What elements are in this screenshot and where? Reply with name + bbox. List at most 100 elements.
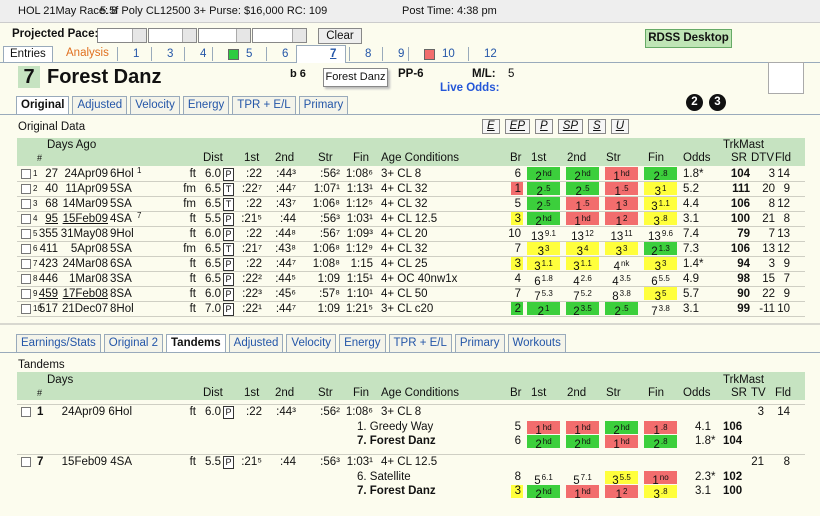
lower-tab[interactable]: TPR + E/L	[388, 334, 452, 352]
break-position: 3	[514, 485, 521, 497]
pace-dropdown[interactable]	[252, 28, 307, 43]
view-tab[interactable]: Adjusted	[72, 96, 128, 114]
row-checkbox[interactable]	[21, 213, 31, 224]
running-position: 1hd	[566, 212, 599, 228]
entry-number-tab[interactable]: 5	[246, 48, 253, 60]
running-position: 1hd	[566, 420, 599, 437]
speed-rating: 79	[737, 227, 750, 240]
lower-tab[interactable]: Original 2	[103, 334, 164, 352]
row-checkbox[interactable]	[21, 457, 31, 467]
view-tab[interactable]: Energy	[182, 96, 230, 114]
view-tab[interactable]: Primary	[298, 96, 349, 114]
entry-flag	[228, 49, 239, 60]
lower-tab[interactable]: Primary	[454, 334, 505, 352]
entry-number-tab[interactable]: 3	[167, 48, 174, 60]
track-condition: ft	[189, 212, 196, 225]
running-position: 1.5	[566, 197, 599, 213]
filter-button[interactable]: E	[482, 119, 500, 134]
clear-button[interactable]: Clear	[318, 28, 362, 44]
lengths: 12	[584, 229, 594, 238]
lower-tab[interactable]: Tandems	[166, 334, 226, 352]
entry-number-tab[interactable]: 7	[330, 48, 337, 60]
tab-line	[0, 352, 820, 353]
lengths: 5.5	[619, 472, 631, 482]
entry-number-tab[interactable]: 1	[133, 48, 140, 60]
fraction-2nd: :44⁷	[275, 182, 296, 195]
lower-tab[interactable]: Energy	[339, 334, 386, 352]
entry-number-tab[interactable]: 6	[282, 48, 289, 60]
analysis-tab[interactable]: Analysis	[66, 47, 109, 59]
track: 5SA	[110, 242, 132, 255]
row-checkbox[interactable]	[21, 228, 31, 239]
row-number: 6	[33, 243, 38, 253]
rdss-button[interactable]: RDSS Desktop	[645, 29, 732, 48]
position: 2	[653, 171, 660, 183]
position: 1	[574, 424, 581, 437]
final-time: 1:12⁵	[345, 197, 373, 210]
row-checkbox[interactable]	[21, 198, 31, 209]
fraction-str: :56³	[320, 212, 340, 225]
running-position: 139.1	[527, 227, 560, 243]
running-position: 56.1	[527, 471, 560, 487]
running-position: 2hd	[527, 434, 560, 451]
track: 8SA	[110, 287, 132, 300]
age-conditions: 4+ OC 40nw1x	[381, 272, 458, 285]
row-checkbox[interactable]	[21, 273, 31, 284]
row-checkbox[interactable]	[21, 407, 31, 417]
row-checkbox[interactable]	[21, 243, 31, 254]
race-info: 5.5f Poly CL12500 3+ Purse: $16,000 RC: …	[100, 5, 328, 17]
field-size: 9	[783, 287, 790, 300]
lengths: .8	[660, 214, 668, 223]
lengths: 5.3	[541, 289, 553, 298]
badge[interactable]: 3	[709, 94, 726, 111]
lengths: hd	[620, 422, 630, 432]
pace-dropdown[interactable]	[148, 28, 197, 43]
position: 2	[575, 186, 582, 198]
age-conditions: 4+ CL 32	[381, 182, 428, 195]
pace-dropdown[interactable]	[198, 28, 251, 43]
lower-tab[interactable]: Velocity	[286, 334, 337, 352]
lower-tab[interactable]: Workouts	[507, 334, 566, 352]
position: 3	[615, 246, 622, 258]
speed-rating: 90	[737, 287, 750, 300]
fraction-1st: :22¹	[242, 302, 262, 315]
entry-number-tab[interactable]: 10	[442, 48, 455, 60]
view-tab[interactable]: Velocity	[130, 96, 180, 114]
column-header: SR	[731, 152, 747, 164]
break-position: 3	[514, 212, 521, 225]
race-date: 24Apr09	[64, 167, 108, 180]
track-condition: fm	[183, 197, 196, 210]
entry-number-tab[interactable]: 12	[484, 48, 497, 60]
running-position: 21.3	[644, 242, 677, 258]
view-tab[interactable]: Original	[16, 96, 70, 114]
lower-tab[interactable]: Adjusted	[228, 334, 284, 352]
entry-number-tab[interactable]: 4	[200, 48, 207, 60]
running-position: 1311	[605, 227, 638, 243]
filter-button[interactable]: P	[535, 119, 553, 134]
race-date: 14Mar09	[62, 197, 108, 210]
filter-button[interactable]: U	[610, 119, 630, 134]
lengths: 11	[624, 229, 633, 238]
filter-button[interactable]: S	[588, 119, 606, 134]
speed-rating: 100	[730, 212, 750, 225]
row-checkbox[interactable]	[21, 258, 31, 269]
column-header: Dist	[203, 387, 223, 399]
entries-tab[interactable]: Entries	[3, 46, 53, 62]
filter-button[interactable]: SP	[557, 119, 584, 134]
row-checkbox[interactable]	[21, 183, 31, 194]
row-checkbox[interactable]	[21, 288, 31, 299]
final-time: 1:03¹	[346, 456, 373, 468]
row-checkbox[interactable]	[21, 303, 31, 314]
surface: P	[223, 257, 234, 271]
view-tab[interactable]: TPR + E/L	[232, 96, 296, 114]
filter-button[interactable]: EP	[504, 119, 531, 134]
lower-tab[interactable]: Earnings/Stats	[16, 334, 101, 352]
badge[interactable]: 2	[686, 94, 703, 111]
track: 6SA	[110, 257, 132, 270]
horse-number: 7	[18, 66, 40, 88]
entry-number-tab[interactable]: 8	[365, 48, 372, 60]
running-position: 2.8	[644, 167, 677, 183]
row-checkbox[interactable]	[21, 168, 31, 179]
entry-number-tab[interactable]: 9	[398, 48, 405, 60]
pace-dropdown[interactable]	[97, 28, 147, 43]
